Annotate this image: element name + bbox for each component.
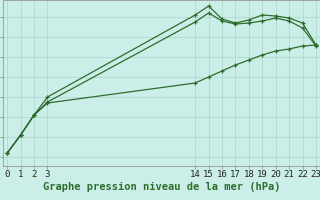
X-axis label: Graphe pression niveau de la mer (hPa): Graphe pression niveau de la mer (hPa) — [43, 182, 280, 192]
